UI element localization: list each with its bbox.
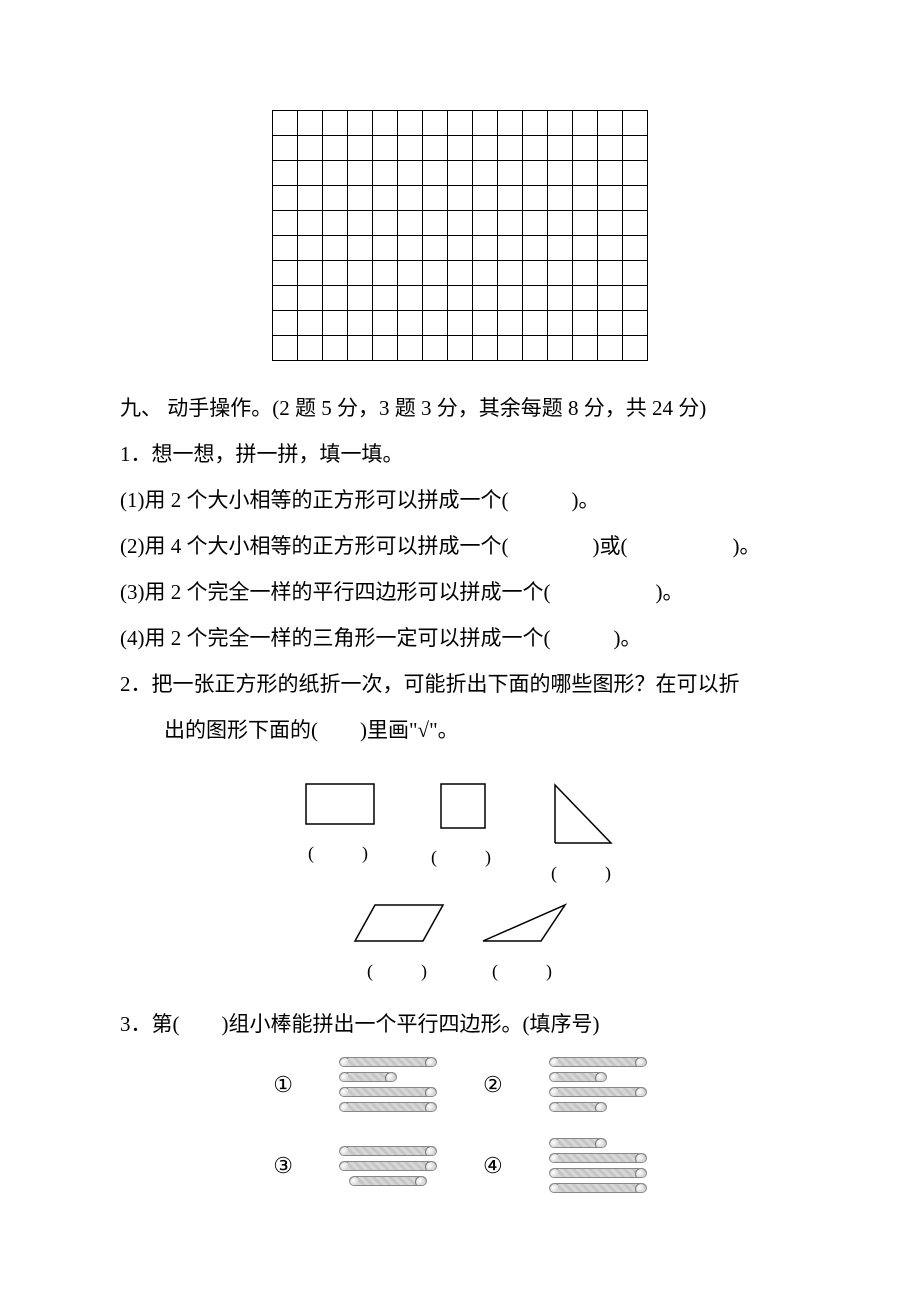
shape-parallelogram: ( ) [353,903,445,983]
square-icon [440,783,486,829]
paren-4: ( ) [367,957,431,983]
shape-right-triangle: ( ) [551,783,615,885]
q2-line2: 出的图形下面的( )里画"√"。 [120,707,800,753]
q2-shapes: ( ) ( ) ( ) [120,773,800,983]
q3-text: 3．第( )组小棒能拼出一个平行四边形。(填序号) [120,1001,800,1047]
label-4: ④ [483,1153,503,1179]
obtuse-triangle-icon [481,903,567,943]
paren-3: ( ) [551,859,615,885]
label-3: ③ [273,1153,293,1179]
q2-line1: 2．把一张正方形的纸折一次，可能折出下面的哪些图形？在可以折 [120,661,800,707]
stick-set-2 [549,1057,647,1112]
q1-item-3: (3)用 2 个完全一样的平行四边形可以拼成一个( )。 [120,569,800,615]
section-header: 九、 动手操作。(2 题 5 分，3 题 3 分，其余每题 8 分，共 24 分… [120,385,800,431]
answer-grid [272,110,648,361]
q3-sticks: ① ② ③ ④ [120,1057,800,1193]
right-triangle-icon [553,783,613,845]
q1-item-4: (4)用 2 个完全一样的三角形一定可以拼成一个( )。 [120,615,800,661]
stick-set-4 [549,1138,647,1193]
stick-set-3 [339,1146,437,1186]
paren-5: ( ) [492,957,556,983]
q1-item-2: (2)用 4 个大小相等的正方形可以拼成一个( )或( )。 [120,523,800,569]
rectangle-icon [305,783,375,825]
grid-container [120,110,800,361]
label-1: ① [273,1072,293,1098]
shape-square: ( ) [431,783,495,885]
label-2: ② [483,1072,503,1098]
page: 九、 动手操作。(2 题 5 分，3 题 3 分，其余每题 8 分，共 24 分… [0,0,920,1193]
paren-1: ( ) [308,839,372,865]
parallelogram-icon [353,903,445,943]
q1-title: 1．想一想，拼一拼，填一填。 [120,431,800,477]
stick-set-1 [339,1057,437,1112]
q1-item-1: (1)用 2 个大小相等的正方形可以拼成一个( )。 [120,477,800,523]
shape-rectangle: ( ) [305,783,375,885]
shape-obtuse-triangle: ( ) [481,903,567,983]
paren-2: ( ) [431,843,495,869]
